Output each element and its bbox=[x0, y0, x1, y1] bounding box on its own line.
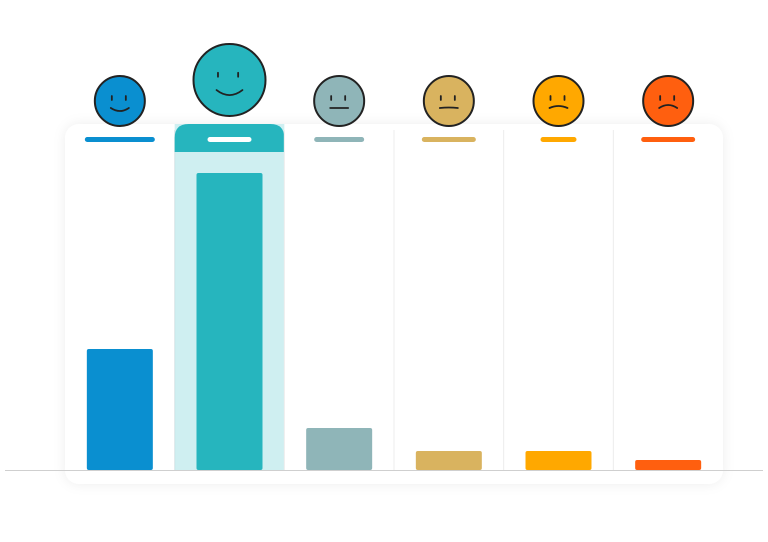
header-tab bbox=[540, 137, 577, 142]
face-eye bbox=[549, 95, 566, 101]
header-tab bbox=[207, 137, 252, 142]
bar bbox=[196, 173, 263, 470]
face bbox=[93, 75, 146, 127]
bar bbox=[525, 451, 592, 470]
bar bbox=[306, 428, 373, 470]
face bbox=[313, 75, 366, 127]
face-eye bbox=[330, 95, 347, 101]
face-eye bbox=[217, 71, 240, 78]
header-tab bbox=[641, 137, 696, 142]
face bbox=[422, 75, 475, 127]
header-tab bbox=[314, 137, 365, 142]
face bbox=[532, 75, 585, 127]
face-mouth bbox=[548, 105, 569, 109]
face-mouth bbox=[438, 106, 459, 109]
face-mouth bbox=[215, 89, 244, 97]
bar bbox=[86, 349, 153, 470]
header-tab bbox=[421, 137, 476, 142]
bar bbox=[635, 460, 702, 470]
face-mouth bbox=[658, 104, 679, 109]
face bbox=[642, 75, 695, 127]
face-eye bbox=[110, 95, 127, 101]
face-mouth bbox=[109, 107, 130, 112]
header-tab bbox=[84, 137, 155, 142]
bar bbox=[415, 451, 482, 470]
face-eye bbox=[439, 95, 456, 101]
face-eye bbox=[659, 95, 676, 101]
face bbox=[192, 43, 267, 117]
